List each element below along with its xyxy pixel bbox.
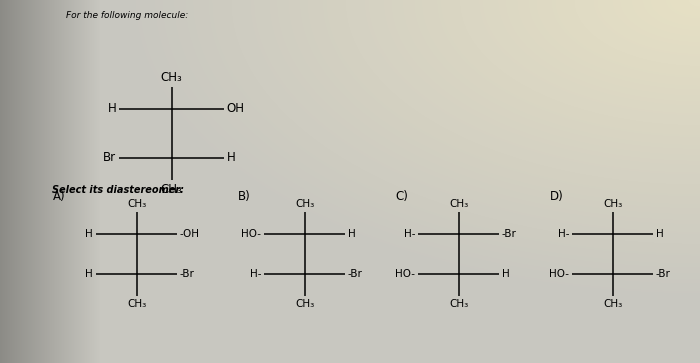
- Text: H: H: [107, 102, 116, 115]
- Text: D): D): [550, 190, 564, 203]
- Text: -Br: -Br: [348, 269, 363, 279]
- Text: -Br: -Br: [656, 269, 671, 279]
- Text: CH₃: CH₃: [603, 299, 622, 309]
- Text: Select its diastereomer:: Select its diastereomer:: [52, 185, 185, 195]
- Text: H: H: [85, 269, 93, 279]
- Text: H: H: [227, 151, 235, 164]
- Text: HO-: HO-: [241, 229, 261, 239]
- Text: CH₃: CH₃: [449, 299, 468, 309]
- Text: H: H: [348, 229, 356, 239]
- Text: H: H: [85, 229, 93, 239]
- Text: OH: OH: [227, 102, 245, 115]
- Text: CH₃: CH₃: [449, 199, 468, 209]
- Text: -OH: -OH: [180, 229, 200, 239]
- Text: B): B): [238, 190, 251, 203]
- Text: CH₃: CH₃: [160, 71, 183, 84]
- Text: CH₃: CH₃: [295, 299, 314, 309]
- Text: -Br: -Br: [180, 269, 195, 279]
- Text: A): A): [52, 190, 65, 203]
- Text: H-: H-: [250, 269, 261, 279]
- Text: C): C): [395, 190, 408, 203]
- Text: H-: H-: [558, 229, 569, 239]
- Text: H: H: [502, 269, 510, 279]
- Text: CH₃: CH₃: [127, 199, 146, 209]
- Text: CH₃: CH₃: [295, 199, 314, 209]
- Text: Br: Br: [103, 151, 116, 164]
- Text: For the following molecule:: For the following molecule:: [66, 11, 189, 20]
- Text: CH₃: CH₃: [603, 199, 622, 209]
- Text: -Br: -Br: [502, 229, 517, 239]
- Text: CH₃: CH₃: [127, 299, 146, 309]
- Text: H-: H-: [404, 229, 415, 239]
- Text: CH₃: CH₃: [160, 183, 183, 196]
- Text: HO-: HO-: [395, 269, 415, 279]
- Text: HO-: HO-: [549, 269, 569, 279]
- Text: H: H: [656, 229, 664, 239]
